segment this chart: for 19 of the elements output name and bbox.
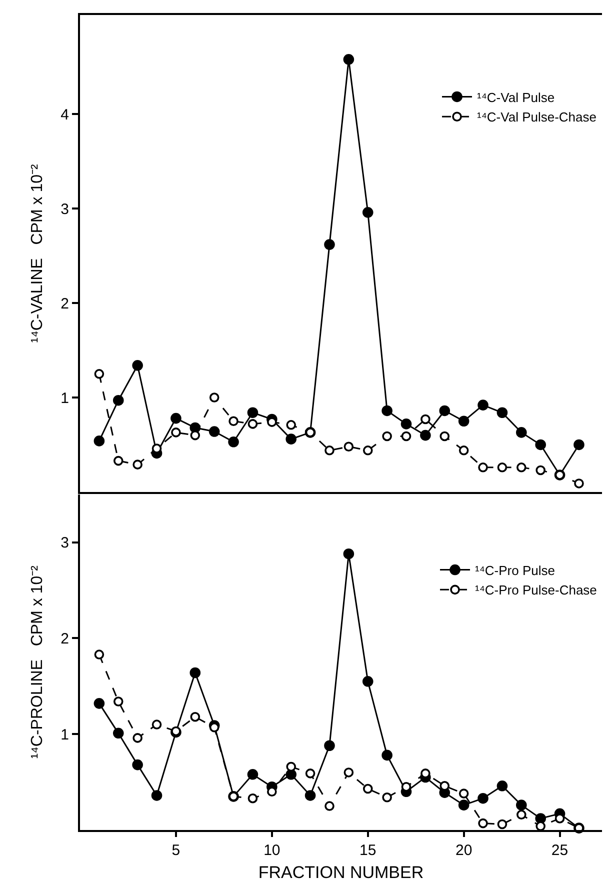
y-tick-label: 2 [60, 630, 69, 648]
y-tick-label: 2 [60, 295, 69, 312]
x-tick-label: 15 [360, 842, 376, 859]
y-tick-label: 3 [60, 200, 69, 218]
y-tick-label: 1 [60, 726, 69, 744]
y-tick-label: 1 [60, 390, 69, 407]
x-tick-label: 5 [172, 842, 180, 859]
x-tick-label: 20 [455, 842, 472, 859]
y-axis-title: ¹⁴C-PROLINE CPM x 10⁻² [29, 564, 46, 759]
legend-label: ¹⁴C-Pro Pulse-Chase [475, 582, 597, 598]
x-tick-label: 25 [551, 842, 568, 859]
x-tick-label: 10 [264, 842, 280, 859]
legend-label: ¹⁴C-Val Pulse [477, 90, 555, 105]
x-axis-title: FRACTION NUMBER [258, 862, 424, 882]
legend-label: ¹⁴C-Pro Pulse [475, 562, 555, 578]
y-tick-label: 3 [60, 534, 69, 552]
legend-label: ¹⁴C-Val Pulse-Chase [477, 110, 596, 125]
y-axis-title: ¹⁴C-VALINE CPM x 10⁻² [29, 163, 46, 343]
y-tick-label: 4 [60, 106, 69, 124]
